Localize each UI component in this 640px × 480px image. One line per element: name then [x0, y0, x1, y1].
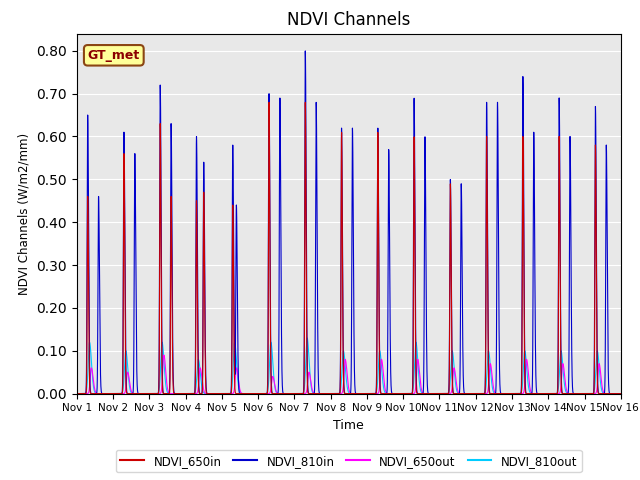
NDVI_810in	[184, 391, 191, 396]
NDVI_810in	[424, 389, 432, 395]
Line: NDVI_810in: NDVI_810in	[77, 51, 621, 394]
NDVI_810out	[184, 391, 191, 396]
Legend: NDVI_650in, NDVI_810in, NDVI_650out, NDVI_810out: NDVI_650in, NDVI_810in, NDVI_650out, NDV…	[116, 450, 582, 472]
Text: GT_met: GT_met	[88, 49, 140, 62]
NDVI_810in	[301, 48, 309, 54]
NDVI_650in	[189, 391, 197, 396]
NDVI_650in	[265, 99, 273, 105]
NDVI_810out	[189, 391, 197, 396]
NDVI_650out	[424, 391, 431, 396]
NDVI_810out	[617, 391, 625, 396]
NDVI_650in	[73, 391, 81, 396]
Y-axis label: NDVI Channels (W/m2/mm): NDVI Channels (W/m2/mm)	[18, 132, 31, 295]
Line: NDVI_650in: NDVI_650in	[77, 102, 621, 394]
Title: NDVI Channels: NDVI Channels	[287, 11, 410, 29]
NDVI_810in	[615, 391, 623, 396]
NDVI_810in	[276, 155, 284, 160]
NDVI_650in	[276, 391, 284, 396]
Line: NDVI_810out: NDVI_810out	[77, 338, 621, 394]
NDVI_810in	[73, 391, 81, 396]
X-axis label: Time: Time	[333, 419, 364, 432]
NDVI_650out	[617, 391, 625, 396]
NDVI_810in	[501, 391, 509, 396]
NDVI_650out	[615, 391, 623, 396]
NDVI_650in	[184, 391, 191, 396]
NDVI_810in	[189, 391, 197, 396]
Line: NDVI_650out: NDVI_650out	[77, 355, 621, 394]
NDVI_650out	[73, 391, 81, 396]
NDVI_650in	[615, 391, 623, 396]
NDVI_810out	[303, 335, 311, 341]
NDVI_810in	[253, 391, 260, 396]
NDVI_810in	[617, 391, 625, 396]
NDVI_810out	[276, 391, 284, 396]
NDVI_810out	[73, 391, 81, 396]
NDVI_650in	[424, 391, 431, 396]
NDVI_810out	[615, 391, 623, 396]
NDVI_650out	[276, 391, 284, 396]
NDVI_650out	[184, 391, 191, 396]
NDVI_650in	[501, 391, 509, 396]
NDVI_650out	[501, 391, 509, 396]
NDVI_810out	[501, 391, 509, 396]
NDVI_650out	[189, 391, 197, 396]
NDVI_650out	[160, 352, 168, 358]
NDVI_810out	[424, 391, 431, 396]
NDVI_650in	[617, 391, 625, 396]
